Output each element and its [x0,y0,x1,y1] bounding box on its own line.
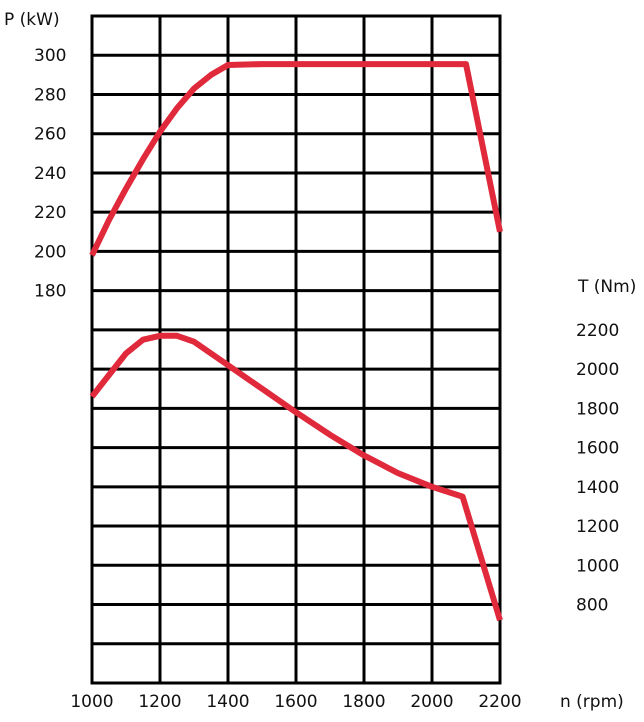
torque-curve [89,332,503,622]
y-right-tick-label: 2000 [576,360,619,380]
axis-labels: P (kW) T (Nm) n (rpm) 1000 1200 1400 1600 18… [4,10,636,712]
x-tick-label: 1400 [206,692,249,712]
y-right-tick-label: 1800 [576,399,619,419]
x-tick-label: 1000 [70,692,113,712]
curves [89,61,503,622]
y-right-tick-label: 1200 [576,517,619,537]
y-right-axis-title: T (Nm) [577,277,636,297]
y-left-tick-label: 300 [34,46,66,66]
y-left-axis-title: P (kW) [4,10,60,30]
y-right-tick-label: 1600 [576,439,619,459]
x-tick-label: 1600 [274,692,317,712]
y-left-tick-label: 180 [34,282,66,302]
y-right-tick-label: 1000 [576,556,619,576]
y-left-tick-label: 240 [34,164,66,184]
y-left-tick-label: 200 [34,242,66,262]
x-tick-label: 2200 [478,692,521,712]
y-right-tick-label: 1400 [576,478,619,498]
y-left-tick-label: 280 [34,85,66,105]
grid [90,14,502,685]
x-tick-label: 2000 [410,692,453,712]
plot-frame [90,14,502,685]
x-axis-title: n (rpm) [560,692,624,712]
x-tick-label: 1200 [138,692,181,712]
y-right-tick-label: 2200 [576,321,619,341]
y-left-tick-label: 260 [34,125,66,145]
y-left-tick-label: 220 [34,203,66,223]
y-right-tick-label: 800 [576,596,608,616]
power-curve [89,61,503,257]
x-tick-label: 1800 [342,692,385,712]
